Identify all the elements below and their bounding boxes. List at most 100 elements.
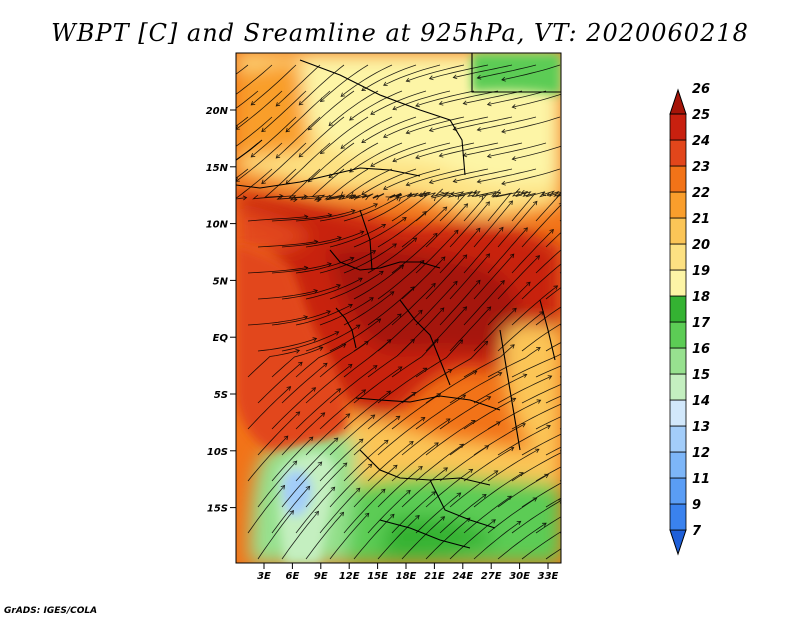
streamline [383, 168, 441, 190]
streamline [570, 432, 625, 455]
streamline-arrowhead [261, 179, 266, 185]
colorbar-swatch [669, 269, 687, 297]
streamline-arrowhead [361, 190, 366, 196]
streamline [367, 441, 414, 482]
streamline-arrowhead [536, 399, 542, 404]
colorbar-label: 12 [692, 446, 710, 461]
streamline [453, 168, 513, 182]
streamline-arrowhead [412, 237, 418, 242]
streamline [281, 412, 325, 456]
streamline-arrowhead [225, 99, 229, 103]
streamline-arrowhead [422, 211, 427, 216]
streamline [501, 168, 561, 185]
streamline-arrowhead [536, 347, 541, 352]
streamline-arrowhead [317, 197, 322, 203]
streamline [473, 472, 524, 508]
streamline-arrowhead [546, 424, 551, 430]
streamline-arrowhead [434, 442, 439, 447]
streamline-arrowhead [468, 468, 474, 474]
streamline [535, 416, 561, 430]
streamline [377, 260, 425, 300]
lon-tick-label: 24E [452, 571, 473, 582]
streamline [391, 339, 439, 378]
streamline [328, 168, 369, 199]
streamline-arrowhead [568, 318, 572, 322]
streamline [247, 267, 308, 274]
streamline-arrowhead [317, 461, 323, 466]
lat-tick-label: 15S [207, 504, 228, 515]
streamline-arrowhead [279, 193, 284, 199]
streamline [305, 231, 364, 248]
streamline-arrowhead [582, 292, 586, 296]
streamline-arrowhead [501, 76, 506, 82]
streamline [497, 474, 549, 508]
streamline [311, 168, 345, 200]
streamline-arrowhead [305, 485, 311, 491]
streamline-arrowhead [624, 334, 628, 338]
streamline [236, 142, 283, 182]
streamline [389, 192, 403, 199]
streamline [319, 487, 361, 534]
streamline-arrowhead [285, 127, 291, 133]
streamline [487, 347, 541, 378]
streamline [545, 342, 561, 352]
streamline-arrowhead [367, 463, 373, 469]
streamline [308, 142, 355, 183]
streamline [425, 306, 467, 352]
streamline-arrowhead [612, 405, 616, 409]
streamline [377, 310, 423, 352]
streamline-arrowhead [516, 188, 521, 193]
streamline-arrowhead [337, 236, 342, 241]
streamline [328, 142, 379, 178]
streamline-arrowhead [371, 250, 377, 255]
streamline-arrowhead [340, 144, 346, 149]
colorbar-label: 20 [692, 238, 710, 253]
colorbar-label: 17 [692, 316, 711, 331]
streamline-arrowhead [327, 262, 332, 267]
streamline-arrowhead [486, 101, 492, 107]
streamline [439, 341, 488, 378]
streamline [392, 142, 451, 162]
streamline [247, 386, 291, 430]
streamline-arrowhead [361, 389, 367, 394]
streamline-arrowhead [303, 315, 309, 320]
streamline-arrowhead [434, 338, 439, 344]
colorbar-label: 13 [692, 420, 710, 435]
streamline [511, 229, 554, 274]
streamline-arrowhead [486, 306, 492, 311]
streamline [415, 443, 464, 482]
streamline [511, 353, 561, 378]
streamline [319, 203, 378, 222]
streamline [511, 285, 558, 326]
streamline-arrowhead [415, 102, 420, 108]
streamline-arrowhead [511, 104, 517, 109]
streamline-arrowhead [397, 366, 403, 371]
streamline [521, 433, 561, 456]
streamline [236, 64, 249, 75]
streamline-arrowhead [522, 373, 528, 378]
streamline-arrowhead [547, 375, 553, 380]
colorbar-swatch [669, 477, 687, 505]
streamline-arrowhead [439, 307, 445, 312]
lon-tick-label: 6E [286, 571, 300, 582]
streamline [250, 116, 297, 158]
streamline-arrowhead [348, 303, 353, 309]
streamline [247, 316, 308, 326]
streamline-arrowhead [409, 441, 414, 446]
streamline [429, 116, 489, 132]
colorbar-label: 15 [692, 368, 710, 383]
streamline [559, 323, 561, 326]
lon-tick-label: 9E [314, 571, 328, 582]
streamline [487, 227, 528, 274]
streamline [501, 64, 561, 81]
streamline [425, 468, 473, 508]
streamline-arrowhead [523, 227, 528, 232]
streamline [348, 193, 374, 199]
streamline [343, 291, 395, 326]
streamline [415, 339, 463, 378]
streamline [473, 308, 517, 352]
streamline [463, 280, 505, 326]
streamline-arrowhead [198, 95, 202, 99]
colorbar-swatch [669, 347, 687, 375]
streamline-arrowhead [295, 411, 301, 416]
